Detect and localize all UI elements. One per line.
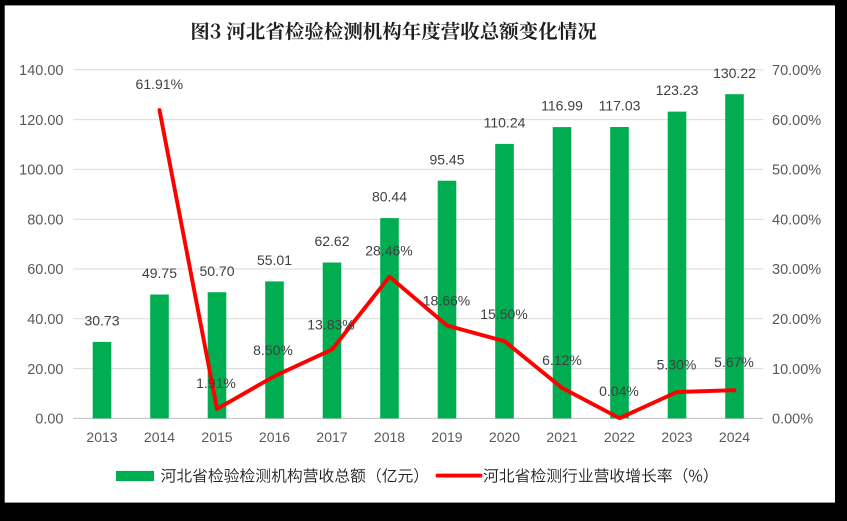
svg-text:40.00: 40.00 <box>27 312 63 328</box>
svg-text:2016: 2016 <box>259 429 290 445</box>
svg-text:100.00: 100.00 <box>19 163 63 179</box>
svg-text:2013: 2013 <box>86 429 117 445</box>
svg-text:80.44: 80.44 <box>372 189 407 205</box>
svg-text:30.00%: 30.00% <box>772 262 821 278</box>
svg-text:2022: 2022 <box>604 429 635 445</box>
svg-text:28.46%: 28.46% <box>365 242 412 258</box>
svg-text:116.99: 116.99 <box>541 98 583 114</box>
svg-text:6.12%: 6.12% <box>542 352 582 368</box>
svg-text:123.23: 123.23 <box>656 82 699 98</box>
svg-text:120.00: 120.00 <box>19 113 63 129</box>
svg-text:60.00%: 60.00% <box>772 113 821 129</box>
svg-text:13.83%: 13.83% <box>307 316 354 332</box>
svg-text:0.00: 0.00 <box>35 412 63 428</box>
svg-text:2017: 2017 <box>316 429 347 445</box>
svg-text:20.00%: 20.00% <box>772 312 821 328</box>
svg-text:2024: 2024 <box>719 429 750 445</box>
svg-text:15.50%: 15.50% <box>480 306 527 322</box>
svg-text:110.24: 110.24 <box>484 115 526 131</box>
svg-text:50.00%: 50.00% <box>772 163 821 179</box>
svg-text:10.00%: 10.00% <box>772 362 821 378</box>
svg-text:61.91%: 61.91% <box>136 76 183 92</box>
svg-text:5.67%: 5.67% <box>714 354 754 370</box>
svg-text:62.62: 62.62 <box>314 233 349 249</box>
svg-text:130.22: 130.22 <box>713 65 756 81</box>
svg-text:55.01: 55.01 <box>257 252 292 268</box>
svg-text:60.00: 60.00 <box>27 262 63 278</box>
svg-text:20.00: 20.00 <box>27 362 63 378</box>
svg-text:1.91%: 1.91% <box>196 375 236 391</box>
svg-text:50.70: 50.70 <box>199 263 234 279</box>
svg-text:2021: 2021 <box>546 429 577 445</box>
svg-text:140.00: 140.00 <box>19 63 63 79</box>
svg-text:2020: 2020 <box>489 429 520 445</box>
svg-text:2015: 2015 <box>201 429 232 445</box>
svg-text:2019: 2019 <box>431 429 462 445</box>
svg-text:95.45: 95.45 <box>429 151 464 167</box>
svg-text:49.75: 49.75 <box>142 265 177 281</box>
svg-text:5.30%: 5.30% <box>657 357 697 373</box>
svg-text:2023: 2023 <box>661 429 692 445</box>
svg-text:2018: 2018 <box>374 429 405 445</box>
svg-text:2014: 2014 <box>144 429 175 445</box>
svg-text:30.73: 30.73 <box>84 313 119 329</box>
svg-text:117.03: 117.03 <box>599 98 641 114</box>
svg-text:70.00%: 70.00% <box>772 63 821 79</box>
svg-text:0.04%: 0.04% <box>599 383 639 399</box>
svg-text:40.00%: 40.00% <box>772 212 821 228</box>
svg-text:18.66%: 18.66% <box>423 293 470 309</box>
svg-text:0.00%: 0.00% <box>772 412 813 428</box>
svg-text:80.00: 80.00 <box>27 212 63 228</box>
svg-text:8.50%: 8.50% <box>253 342 293 358</box>
